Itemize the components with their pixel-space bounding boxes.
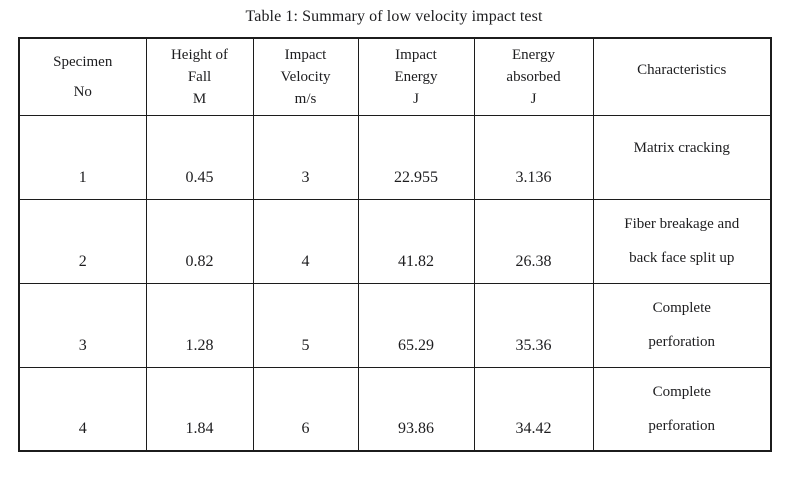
col-header-characteristics: Characteristics [592,37,772,116]
col-header-impact-energy: Impact Energy J [357,37,475,116]
cell-energy-absorbed: 26.38 [473,198,594,284]
cell-specimen-no: 4 [18,366,147,452]
cell-height-of-fall: 1.84 [145,366,254,452]
table-row: 3 1.28 5 65.29 35.36 Complete perforatio… [18,282,772,368]
cell-impact-velocity: 6 [252,366,359,452]
cell-height-of-fall: 0.82 [145,198,254,284]
cell-characteristics: Matrix cracking [592,114,772,200]
table-row: 2 0.82 4 41.82 26.38 Fiber breakage and … [18,198,772,284]
col-header-impact-velocity: Impact Velocity m/s [252,37,359,116]
cell-impact-energy: 22.955 [357,114,475,200]
table-row: 1 0.45 3 22.955 3.136 Matrix cracking [18,114,772,200]
col-header-energy-absorbed: Energy absorbed J [473,37,594,116]
table-caption: Table 1: Summary of low velocity impact … [245,8,543,25]
cell-height-of-fall: 0.45 [145,114,254,200]
cell-energy-absorbed: 35.36 [473,282,594,368]
cell-impact-energy: 65.29 [357,282,475,368]
cell-specimen-no: 2 [18,198,147,284]
impact-test-table: Specimen No Height of Fall M Impact Velo… [18,37,772,452]
cell-characteristics: Complete perforation [592,282,772,368]
cell-specimen-no: 3 [18,282,147,368]
cell-impact-energy: 41.82 [357,198,475,284]
cell-energy-absorbed: 3.136 [473,114,594,200]
cell-energy-absorbed: 34.42 [473,366,594,452]
cell-impact-velocity: 5 [252,282,359,368]
cell-impact-energy: 93.86 [357,366,475,452]
col-header-height-of-fall: Height of Fall M [145,37,254,116]
cell-characteristics: Fiber breakage and back face split up [592,198,772,284]
table-header-row: Specimen No Height of Fall M Impact Velo… [18,37,772,116]
cell-impact-velocity: 3 [252,114,359,200]
cell-height-of-fall: 1.28 [145,282,254,368]
cell-specimen-no: 1 [18,114,147,200]
table-row: 4 1.84 6 93.86 34.42 Complete perforatio… [18,366,772,452]
col-header-specimen-no: Specimen No [18,37,147,116]
cell-characteristics: Complete perforation [592,366,772,452]
cell-impact-velocity: 4 [252,198,359,284]
